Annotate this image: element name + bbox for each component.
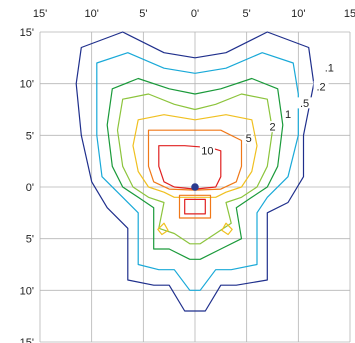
contour-inner bbox=[184, 198, 206, 215]
y-tick-label: 0' bbox=[26, 182, 34, 194]
x-tick-label: 15 bbox=[344, 8, 355, 20]
contour-inner bbox=[221, 222, 233, 236]
y-tick-label: 10' bbox=[20, 285, 34, 297]
contour-label-bg bbox=[199, 144, 215, 156]
contour-line bbox=[116, 93, 274, 245]
x-tick-label: 10' bbox=[291, 8, 305, 20]
x-tick-label: 5' bbox=[243, 8, 251, 20]
contour-label: .1 bbox=[325, 63, 334, 75]
contour-label-bg bbox=[297, 97, 313, 109]
contour-label: .2 bbox=[316, 81, 325, 93]
origin-marker bbox=[191, 183, 199, 191]
contour-line bbox=[106, 77, 284, 260]
x-tick-label: 0' bbox=[191, 8, 199, 20]
contour-label: 2 bbox=[269, 122, 275, 134]
y-tick-label: 5' bbox=[26, 234, 34, 246]
contour-inner bbox=[157, 222, 169, 236]
contour-label: 5 bbox=[246, 133, 252, 145]
contour-line bbox=[132, 114, 258, 198]
x-tick-label: 15' bbox=[33, 8, 47, 20]
x-tick-label: 10' bbox=[84, 8, 98, 20]
contour-line bbox=[147, 129, 243, 191]
y-tick-label: 15' bbox=[20, 337, 34, 343]
contour-inner bbox=[178, 194, 212, 219]
contour-line bbox=[96, 52, 299, 291]
contour-label-bg bbox=[244, 132, 253, 144]
contour-label: 1 bbox=[285, 109, 291, 121]
contour-label-bg bbox=[283, 108, 293, 120]
contour-label: 10 bbox=[201, 145, 213, 157]
contour-label-bg bbox=[268, 121, 277, 133]
y-tick-label: 15' bbox=[20, 27, 34, 39]
contour-label-bg bbox=[321, 62, 337, 74]
y-tick-label: 5' bbox=[26, 130, 34, 142]
x-tick-label: 5' bbox=[139, 8, 147, 20]
contour-label: .5 bbox=[300, 98, 309, 110]
y-tick-label: 10' bbox=[20, 79, 34, 91]
contour-line bbox=[75, 31, 315, 312]
contour-label-bg bbox=[313, 80, 329, 92]
